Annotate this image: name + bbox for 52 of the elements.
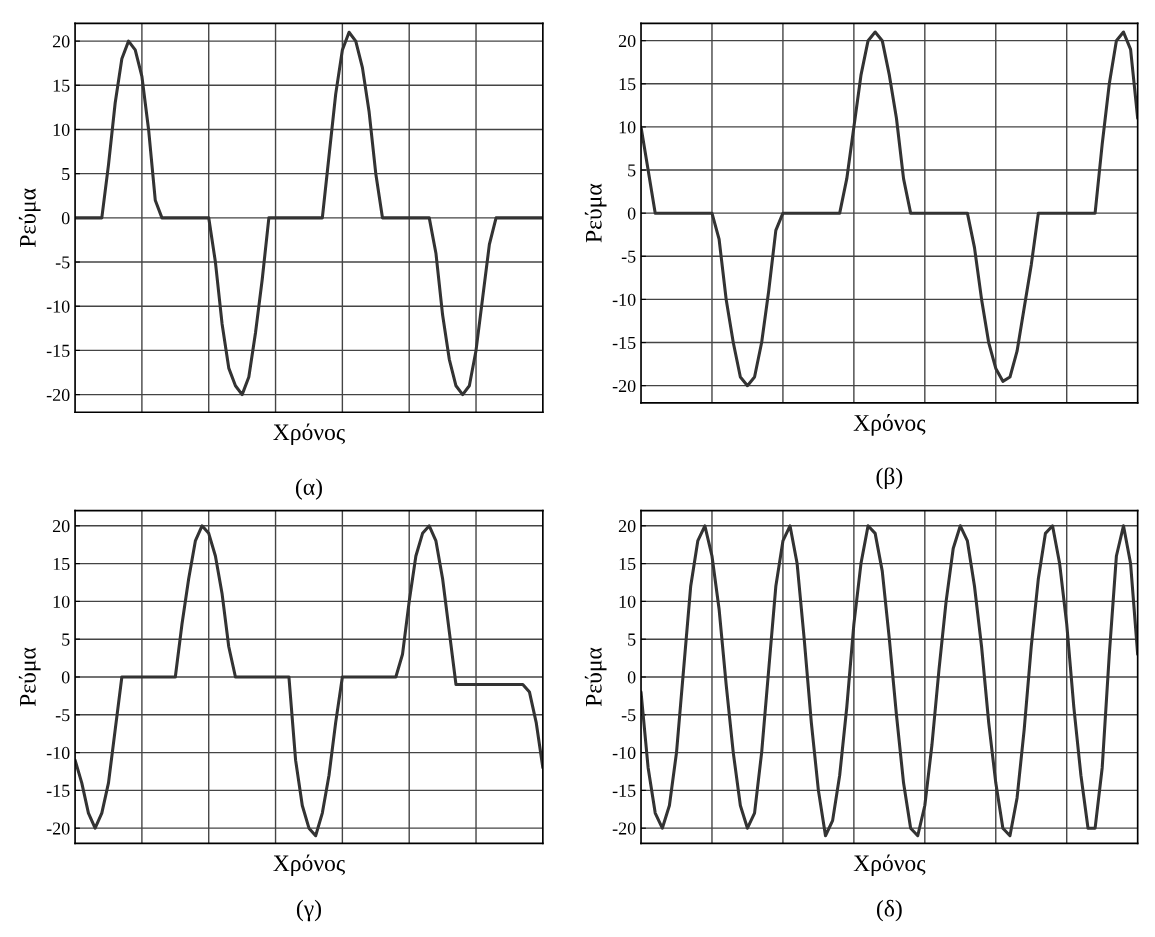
y-tick-label: 0: [627, 207, 636, 220]
y-tick-label: -10: [612, 746, 636, 760]
x-axis-title: Χρόνος: [853, 414, 926, 436]
y-tick-label: 20: [618, 520, 636, 533]
y-tick-label: -5: [621, 250, 636, 263]
y-tick-label: 5: [628, 633, 636, 646]
y-tick-label: -10: [612, 293, 636, 306]
y-tick-label: 5: [62, 633, 70, 646]
y-tick-label: 0: [61, 671, 70, 684]
y-tick-label: 10: [53, 123, 70, 136]
y-tick-label: -20: [46, 822, 70, 835]
y-axis-title: Ρεύμα: [584, 183, 607, 243]
y-tick-label: 0: [627, 671, 636, 684]
line-series: [75, 30, 543, 397]
x-axis-title: Χρόνος: [853, 854, 926, 877]
y-tick-label: -20: [612, 822, 636, 835]
text: (α): [295, 478, 322, 500]
y-tick-label: -5: [621, 709, 636, 722]
x-axis-title: Χρόνος: [273, 423, 345, 446]
y-tick-label: 15: [619, 557, 636, 571]
text: (γ): [296, 899, 322, 922]
y-tick-label: -10: [46, 746, 70, 760]
y-tick-label: -20: [612, 379, 636, 393]
y-tick-label: -15: [46, 784, 70, 797]
y-tick-label: -5: [55, 256, 70, 269]
y-tick-label: -15: [612, 784, 636, 797]
y-axis-title: Ρεύμα: [18, 647, 41, 707]
y-tick-label: -10: [46, 300, 70, 313]
line-series: [641, 524, 1138, 838]
y-tick-label: 20: [618, 34, 636, 48]
y-tick-label: 15: [53, 557, 70, 571]
y-tick-label: -15: [46, 344, 70, 357]
y-tick-label: 10: [619, 595, 636, 608]
y-tick-label: 15: [53, 79, 70, 92]
y-tick-label: 10: [619, 121, 636, 134]
y-axis-title: Ρεύμα: [18, 188, 41, 248]
y-tick-label: 5: [628, 164, 636, 177]
y-tick-label: 10: [53, 595, 70, 608]
text: (β): [876, 467, 903, 490]
y-tick-label: -5: [55, 709, 70, 722]
line-series: [75, 524, 543, 838]
text: (δ): [876, 899, 902, 922]
line-series: [641, 30, 1138, 388]
y-tick-label: -20: [46, 388, 70, 402]
y-tick-label: 5: [62, 168, 70, 181]
x-axis-title: Χρόνος: [273, 854, 345, 877]
y-tick-label: 20: [52, 520, 70, 533]
y-tick-label: 0: [61, 212, 70, 225]
y-axis-title: Ρεύμα: [584, 647, 607, 707]
y-tick-label: 20: [52, 35, 70, 48]
y-tick-label: 15: [619, 78, 636, 91]
y-tick-label: -15: [612, 336, 636, 349]
